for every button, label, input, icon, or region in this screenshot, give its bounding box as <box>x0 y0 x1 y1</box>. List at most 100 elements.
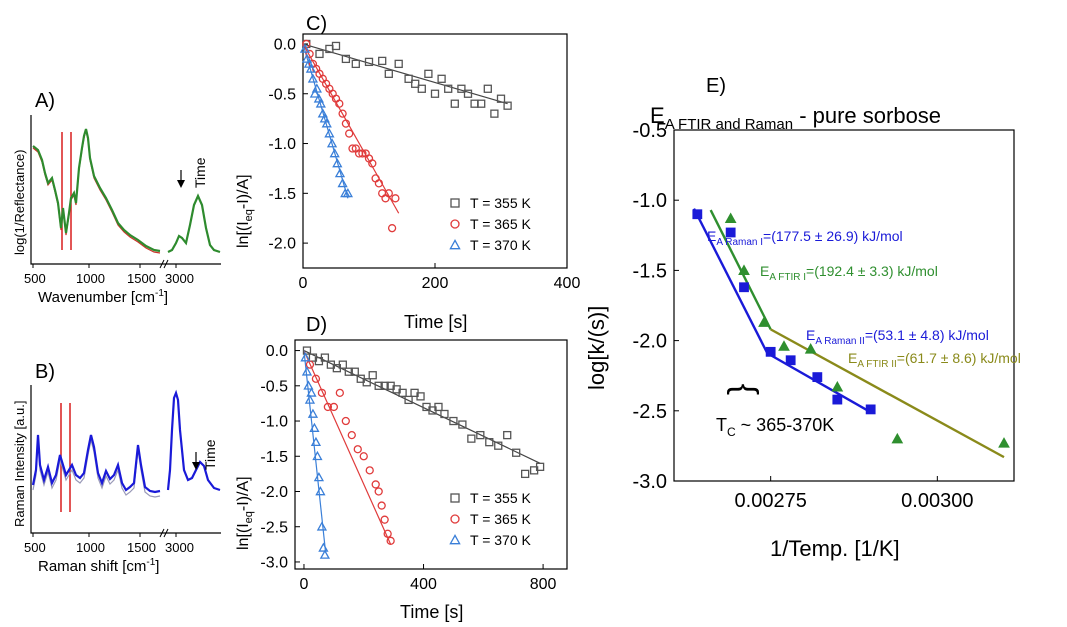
panel-e-tc-annotation: TC ~ 365-370K <box>716 415 834 439</box>
panel-c-point-0 <box>483 84 492 93</box>
panel-d-x-ticks: 0 400 800 <box>300 564 557 593</box>
panel-d-point-1 <box>374 487 383 496</box>
panel-d-point-0 <box>467 434 476 443</box>
panel-e-point-1 <box>724 212 737 223</box>
panel-d-y-tick-label: 0.0 <box>266 343 288 360</box>
panel-c-fit-line-1 <box>302 43 400 214</box>
panel-d-point-0 <box>449 416 458 426</box>
panel-e-point-0 <box>832 394 843 405</box>
panel-d-point-2 <box>312 450 323 461</box>
panel-d-point-1 <box>359 452 368 461</box>
panel-c-point-0 <box>477 99 486 108</box>
panel-a-axis-break <box>159 259 169 269</box>
panel-d-point-1 <box>386 536 395 545</box>
panel-d-y-tick-label: -2.5 <box>260 519 288 536</box>
panel-c-legend-marker-0 <box>450 198 460 208</box>
panel-d-point-1 <box>365 466 374 475</box>
panel-d-frame <box>294 339 568 570</box>
panel-d-xlabel: Time [s] <box>400 602 463 622</box>
panel-d-legend-label-0: T = 355 K <box>470 490 532 506</box>
panel-d-y-ticks: 0.0 -0.5 -1.0 -1.5 -2.0 -2.5 -3.0 <box>260 343 300 572</box>
panel-c-point-1 <box>384 189 393 198</box>
panel-e-fit-line-1 <box>709 209 772 330</box>
panel-a-ticks <box>32 264 177 268</box>
panel-d-point-0 <box>535 462 545 471</box>
panel-e-point-1 <box>758 316 770 327</box>
panel-d-y-tick-label: -1.5 <box>260 449 288 466</box>
panel-c-point-2 <box>337 177 348 188</box>
panel-d-point-2 <box>307 408 319 418</box>
panel-b-label: B) <box>35 361 55 383</box>
panel-b-spectrum-ch-region <box>166 389 221 492</box>
panel-d-point-1 <box>317 388 327 397</box>
panel-d-point-1 <box>335 388 344 397</box>
panel-d-point-1 <box>353 445 362 454</box>
panel-c-point-0 <box>394 59 403 69</box>
panel-a-tick-label: 1500 <box>127 271 156 286</box>
panel-b-tick-label: 500 <box>24 540 46 555</box>
panel-c-point-1 <box>374 179 384 188</box>
panel-e-point-0 <box>785 355 796 366</box>
panel-c-point-2 <box>307 73 319 83</box>
panel-b-tick-label: 3000 <box>165 540 194 555</box>
panel-c-ylabel: ln[(Ieq-I)/A] <box>235 174 255 248</box>
panel-b-time-annotation: Time <box>202 439 218 470</box>
panel-d-point-1 <box>329 402 339 412</box>
panel-c-point-2 <box>309 88 321 98</box>
panel-c-point-0 <box>437 74 446 83</box>
panel-c-point-2 <box>332 158 343 168</box>
panel-d-point-0 <box>440 409 449 419</box>
panel-c-point-0 <box>417 84 426 93</box>
panel-e-point-1 <box>778 340 790 351</box>
panel-c-point-0 <box>411 79 420 88</box>
panel-d-legend-marker-2 <box>449 534 461 545</box>
panel-c-legend-label-1: T = 365 K <box>470 216 532 232</box>
panel-e-point-0 <box>812 372 823 383</box>
panel-b-tick-label: 1000 <box>76 540 105 555</box>
panel-e-point-1 <box>804 343 817 354</box>
panel-e-point-1 <box>891 432 904 444</box>
panel-b-marker-lines <box>60 403 71 512</box>
panel-e-x-tick-label: 0.00275 <box>735 490 807 512</box>
panel-d-point-0 <box>434 402 443 412</box>
panel-c-point-2 <box>305 63 317 73</box>
panel-c-points <box>299 39 512 233</box>
panel-d: D) 0 400 800 0.0 -0.5 -1.0 -1.5 -2.0 -2.5 -3.0 l… <box>235 314 568 622</box>
panel-d-point-0 <box>404 395 413 405</box>
panel-c-point-0 <box>341 54 351 64</box>
panel-b-tick-label: 1500 <box>127 540 156 555</box>
panel-d-point-0 <box>512 448 521 457</box>
panel-a-frame <box>30 115 221 265</box>
panel-c-fit-line-0 <box>302 43 508 105</box>
panel-d-point-2 <box>303 380 314 390</box>
panel-b-ylabel: Raman Intensity [a.u.] <box>12 401 27 527</box>
panel-b-axis-break <box>159 528 169 538</box>
panel-b-frame <box>30 385 221 534</box>
panel-c-point-1 <box>381 194 390 203</box>
panel-d-point-2 <box>304 394 316 404</box>
panel-c-point-0 <box>503 101 512 110</box>
panel-d-point-1 <box>383 529 392 538</box>
panel-d-y-tick-label: -1.0 <box>260 414 288 431</box>
panel-c-point-2 <box>342 187 354 198</box>
panel-c-point-1 <box>341 119 351 128</box>
panel-d-point-0 <box>302 346 312 355</box>
panel-d-ylabel: ln[(Ieq-I)/A] <box>235 476 255 550</box>
panel-d-fit-line-1 <box>303 350 392 545</box>
panel-c-point-0 <box>331 41 341 51</box>
panel-a-marker-lines <box>61 132 72 250</box>
panel-c-x-tick-label: 400 <box>554 275 581 292</box>
panel-c-point-0 <box>404 74 413 83</box>
panel-a-tick-labels: 500 1000 1500 3000 <box>24 271 194 286</box>
panel-c-point-0 <box>463 89 473 98</box>
panel-d-point-0 <box>494 441 503 450</box>
panel-d-fit-line-2 <box>303 350 327 552</box>
panel-c-point-0 <box>424 69 433 78</box>
panel-e-point-0 <box>765 346 776 357</box>
panel-e-raman-i-annotation: EA Raman I=(177.5 ± 26.9) kJ/mol <box>707 228 903 248</box>
panel-d-y-tick-label: -3.0 <box>260 555 288 572</box>
panel-d-point-2 <box>310 436 322 447</box>
panel-e-points <box>692 209 1010 448</box>
panel-e-fit-line-2 <box>766 352 872 414</box>
panel-e-x-tick-label: 0.00300 <box>901 490 973 512</box>
